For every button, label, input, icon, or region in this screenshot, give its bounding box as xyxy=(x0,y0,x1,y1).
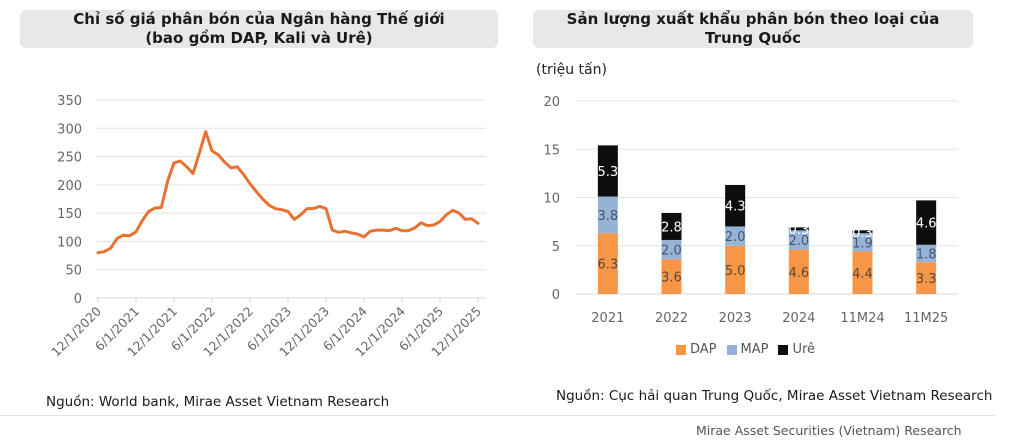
bar-data-label: 3.6 xyxy=(661,271,682,286)
y-tick-label: 10 xyxy=(543,192,560,207)
legend-item-dap: DAP xyxy=(676,342,717,357)
bar-data-label: 5.0 xyxy=(725,264,746,279)
legend-label: DAP xyxy=(690,342,717,357)
bar-segment-dap xyxy=(725,245,746,294)
legend-item-map: MAP xyxy=(726,342,769,357)
bar-segment-map xyxy=(852,233,873,252)
bar-segment-dap xyxy=(597,233,618,294)
bar-data-label: 3.3 xyxy=(916,272,937,287)
y-tick-label: 5 xyxy=(552,240,560,255)
legend-swatch xyxy=(778,344,789,355)
y-tick-label: 15 xyxy=(543,143,560,158)
footer-text: Mirae Asset Securities (Vietnam) Researc… xyxy=(696,423,962,438)
line-chart-title-line1: Chỉ số giá phân bón của Ngân hàng Thế gi… xyxy=(73,10,445,28)
x-tick-label: 2022 xyxy=(655,311,688,326)
bar-chart-title-line2: Trung Quốc xyxy=(705,29,801,47)
bar-segment-map xyxy=(788,230,809,250)
bar-segment-map xyxy=(916,244,937,263)
bar-data-label: 6.3 xyxy=(597,258,618,273)
bar-segment-urê xyxy=(597,145,618,197)
bar-segment-map xyxy=(661,239,682,260)
bar-data-label: 1.8 xyxy=(916,247,937,262)
bar-data-label: 4.6 xyxy=(916,217,937,232)
bar-segment-map xyxy=(725,226,746,246)
bar-data-label: 4.4 xyxy=(852,267,873,282)
y-tick-label: 150 xyxy=(57,207,82,222)
bar-data-label: 0.3 xyxy=(852,226,873,241)
bar-data-label: 3.8 xyxy=(597,209,618,224)
bar-segment-dap xyxy=(788,249,809,294)
bar-segment-dap xyxy=(852,251,873,294)
bar-data-label: 0.3 xyxy=(788,223,809,238)
bar-data-label: 2.0 xyxy=(661,244,682,259)
x-tick-label: 11M25 xyxy=(904,311,948,326)
price-index-line xyxy=(96,130,480,255)
footer-divider xyxy=(0,415,995,416)
bar-chart-title-line1: Sản lượng xuất khẩu phân bón theo loại c… xyxy=(566,10,940,28)
bar-segment-urê xyxy=(661,212,682,240)
legend-item-urê: Urê xyxy=(778,342,815,357)
x-tick-label: 11M24 xyxy=(840,311,884,326)
y-tick-label: 300 xyxy=(57,122,82,137)
bar-chart: 0 5 10 15 20 6.3 3.8 5.3 2021 3.6 2.0 2.8 2022 5.0 2.0… xyxy=(543,95,958,326)
x-tick-label: 2023 xyxy=(719,311,752,326)
bar-chart-source: Nguồn: Cục hải quan Trung Quốc, Mirae As… xyxy=(556,388,993,404)
bar-segment-urê xyxy=(725,184,746,227)
bar-segment-urê xyxy=(916,200,937,245)
y-tick-label: 250 xyxy=(57,151,82,166)
bar-segment-urê xyxy=(788,227,809,231)
bar-data-label: 4.3 xyxy=(725,200,746,215)
line-chart-title: Chỉ số giá phân bón của Ngân hàng Thế gi… xyxy=(20,10,498,48)
bar-segment-dap xyxy=(661,259,682,294)
bar-data-label: 5.3 xyxy=(597,165,618,180)
bar-data-label: 2.0 xyxy=(725,230,746,245)
bar-segment-urê xyxy=(852,230,873,234)
legend-label: Urê xyxy=(792,342,816,357)
line-chart-title-line2: (bao gồm DAP, Kali và Urê) xyxy=(145,29,373,47)
line-chart: 05010015020025030035012/1/20206/1/202112… xyxy=(48,94,486,359)
bar-chart-legend: DAP MAP Urê xyxy=(676,342,815,357)
legend-swatch xyxy=(676,344,686,355)
y-tick-label: 50 xyxy=(65,264,82,279)
bar-data-label: 2.0 xyxy=(788,234,809,249)
y-tick-label: 200 xyxy=(57,179,82,194)
y-tick-label: 0 xyxy=(552,288,560,303)
y-tick-label: 100 xyxy=(57,235,82,250)
bar-segment-dap xyxy=(916,262,937,294)
x-tick-label: 2024 xyxy=(782,311,815,326)
legend-label: MAP xyxy=(740,342,769,357)
y-tick-label: 20 xyxy=(543,95,560,110)
bar-segment-map xyxy=(597,196,618,234)
bar-data-label: 1.9 xyxy=(852,236,873,251)
bar-data-label: 4.6 xyxy=(788,266,809,281)
y-tick-label: 0 xyxy=(74,292,82,307)
bar-data-label: 2.8 xyxy=(661,220,682,235)
bar-chart-title: Sản lượng xuất khẩu phân bón theo loại c… xyxy=(533,10,973,48)
bar-chart-unit-label: (triệu tấn) xyxy=(536,62,607,78)
y-tick-label: 350 xyxy=(57,94,82,109)
line-chart-source: Nguồn: World bank, Mirae Asset Vietnam R… xyxy=(46,394,390,410)
legend-swatch xyxy=(726,344,737,355)
x-tick-label: 2021 xyxy=(591,311,624,326)
